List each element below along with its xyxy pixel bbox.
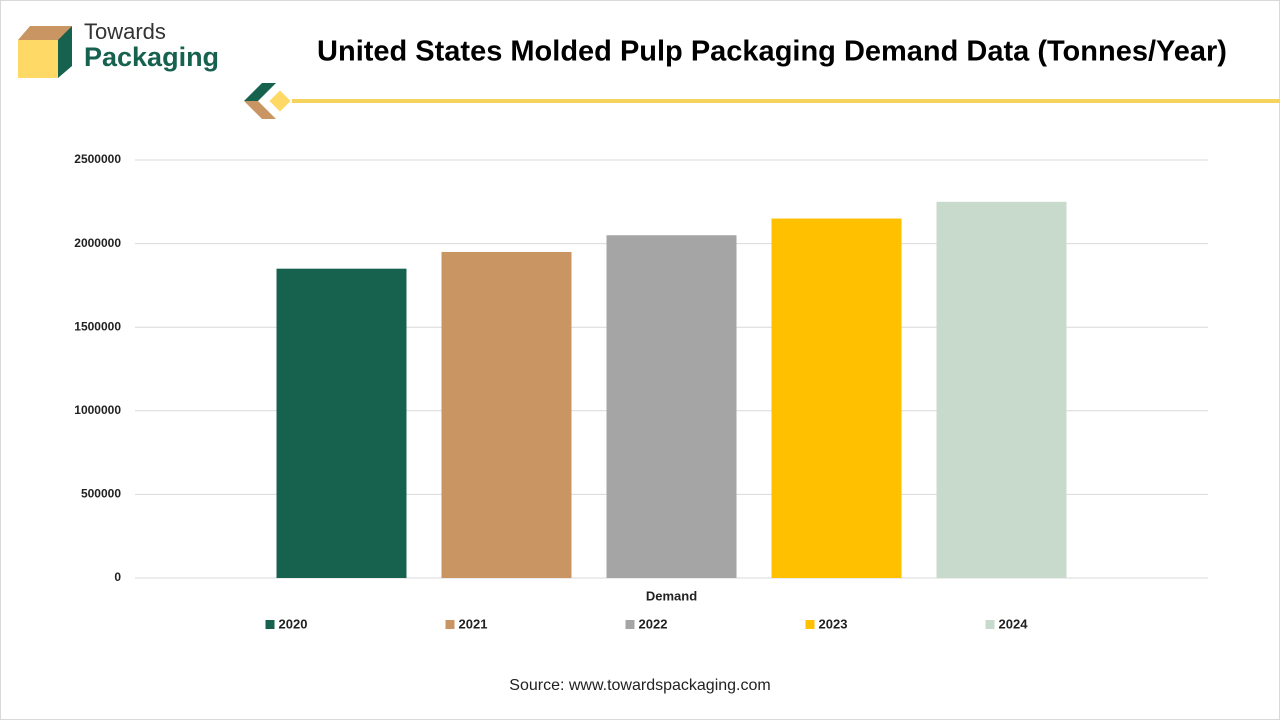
x-axis-label: Demand (646, 588, 697, 603)
chart-title: United States Molded Pulp Packaging Dema… (317, 36, 1227, 68)
legend-label: 2023 (819, 616, 848, 631)
y-tick-label: 1000000 (74, 403, 121, 417)
source: Source: www.towardspackaging.com (509, 677, 770, 694)
legend-label: 2022 (639, 616, 668, 631)
legend-swatch (625, 620, 635, 629)
logo-text: Packaging (84, 42, 219, 72)
legend-swatch (985, 620, 995, 629)
logo-text: Towards (84, 19, 166, 44)
legend-swatch (445, 620, 455, 629)
bar (606, 235, 737, 579)
bar (936, 201, 1067, 579)
bar (276, 268, 407, 578)
legend-label: 2020 (279, 616, 308, 631)
y-tick-label: 1500000 (74, 319, 121, 333)
bar (441, 251, 572, 578)
y-tick-label: 2000000 (74, 236, 121, 250)
logo-icon (18, 26, 72, 78)
y-tick-label: 500000 (81, 487, 121, 501)
title-decoration (244, 83, 1280, 119)
bar (771, 218, 902, 578)
legend-label: 2021 (459, 616, 488, 631)
y-tick-label: 2500000 (74, 152, 121, 166)
y-tick-label: 0 (114, 570, 121, 584)
legend-label: 2024 (999, 616, 1029, 631)
legend-swatch (805, 620, 815, 629)
legend-swatch (265, 620, 275, 629)
